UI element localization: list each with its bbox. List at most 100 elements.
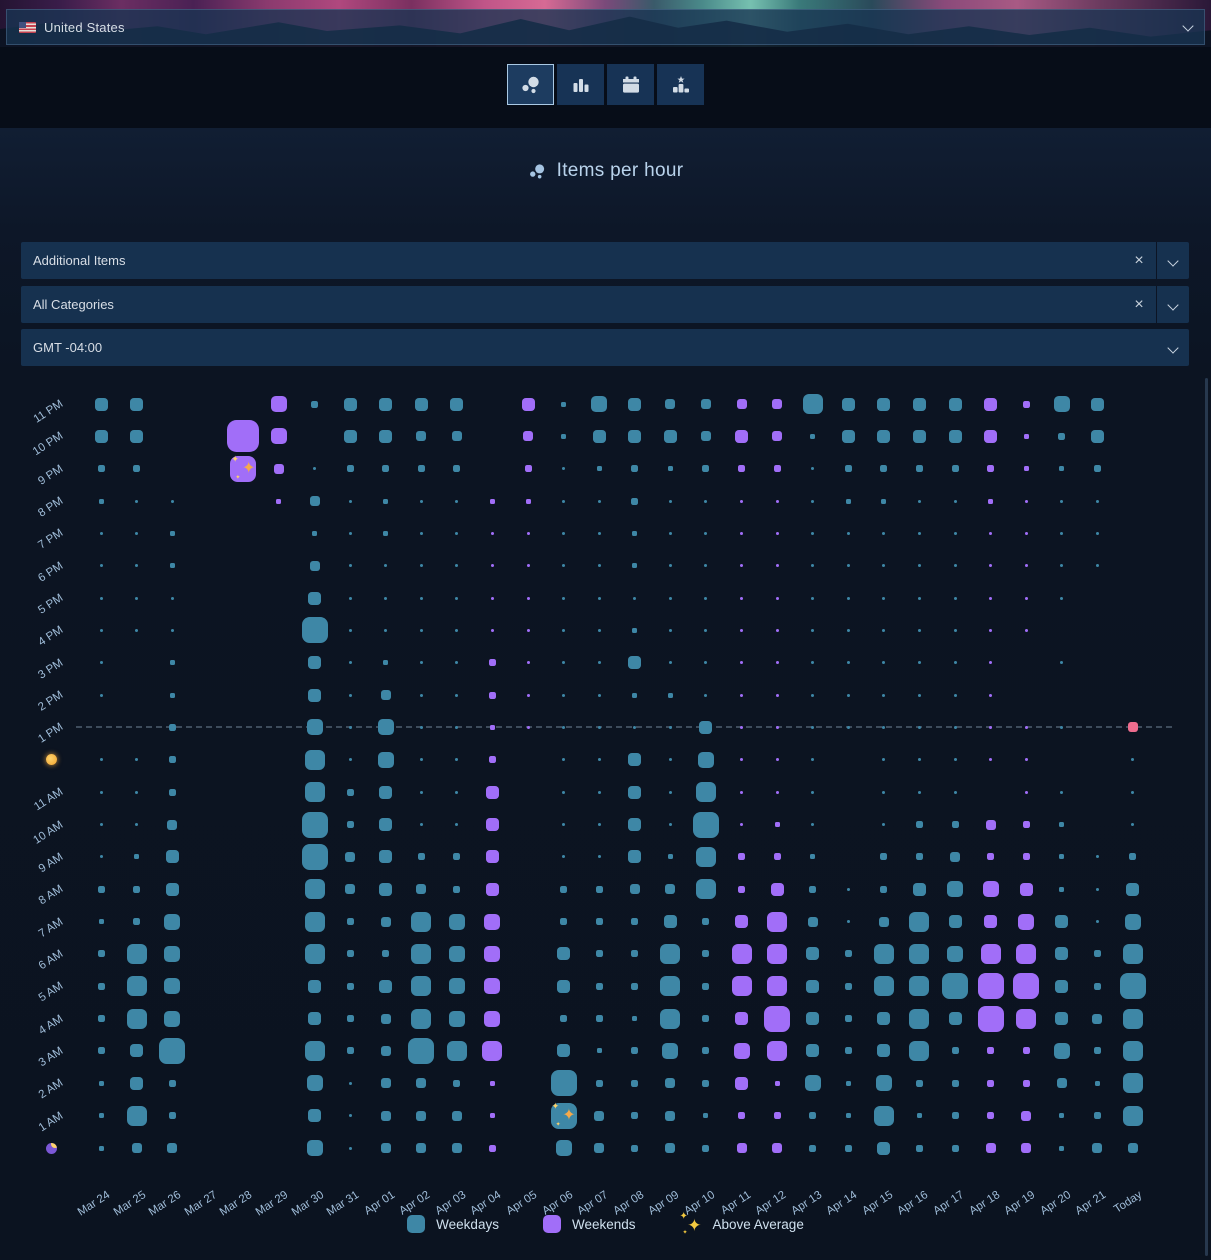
bubble-cell[interactable]	[695, 782, 716, 803]
bubble-cell[interactable]	[909, 1008, 930, 1029]
bubble-cell[interactable]	[411, 911, 432, 932]
bubble-cell[interactable]	[99, 855, 103, 859]
bubble-cell[interactable]	[736, 399, 747, 409]
bubble-cell[interactable]	[668, 823, 672, 827]
bubble-cell[interactable]	[168, 756, 176, 764]
bubble-cell[interactable]	[311, 400, 319, 408]
bubble-cell[interactable]	[912, 397, 926, 411]
chevron-down-icon[interactable]	[1182, 19, 1194, 32]
bubble-cell[interactable]	[917, 596, 921, 600]
bubble-cell[interactable]	[99, 693, 103, 697]
above-average-cell[interactable]: ✦ ✦ ✦	[550, 1101, 577, 1129]
bubble-cell[interactable]	[97, 1047, 105, 1055]
bubble-cell[interactable]	[1090, 397, 1104, 411]
bubble-cell[interactable]	[343, 429, 357, 443]
bubble-cell[interactable]	[419, 693, 423, 697]
bubble-cell[interactable]	[384, 628, 388, 632]
bubble-cell[interactable]	[984, 915, 998, 929]
bubble-cell[interactable]	[775, 693, 779, 697]
bubble-cell[interactable]	[346, 1015, 354, 1023]
bubble-cell[interactable]	[382, 950, 390, 958]
bubble-cell[interactable]	[665, 399, 676, 409]
bubble-cell[interactable]	[99, 758, 103, 762]
bubble-cell[interactable]	[416, 1110, 427, 1121]
bubble-cell[interactable]	[764, 1005, 791, 1032]
bubble-cell[interactable]	[1122, 1073, 1143, 1094]
bubble-cell[interactable]	[417, 465, 425, 473]
bubble-cell[interactable]	[1131, 758, 1135, 762]
bubble-cell[interactable]	[455, 628, 459, 632]
bubble-cell[interactable]	[1055, 979, 1069, 993]
bubble-cell[interactable]	[301, 811, 328, 838]
bubble-cell[interactable]	[489, 1080, 495, 1086]
bubble-cell[interactable]	[1055, 947, 1069, 961]
bubble-cell[interactable]	[917, 564, 921, 568]
bubble-cell[interactable]	[942, 973, 969, 1000]
bubble-cell[interactable]	[951, 465, 959, 473]
bubble-cell[interactable]	[276, 498, 282, 504]
bubble-cell[interactable]	[841, 429, 855, 443]
bubble-cell[interactable]	[917, 790, 921, 794]
bubble-cell[interactable]	[947, 945, 964, 962]
bubble-cell[interactable]	[632, 1016, 638, 1022]
bubble-cell[interactable]	[99, 661, 103, 665]
bubble-cell[interactable]	[767, 943, 788, 964]
bubble-cell[interactable]	[917, 725, 921, 729]
bubble-cell[interactable]	[488, 1144, 496, 1152]
bubble-cell[interactable]	[94, 397, 108, 411]
bubble-cell[interactable]	[989, 531, 993, 535]
bubble-cell[interactable]	[773, 853, 781, 861]
bubble-cell[interactable]	[135, 628, 139, 632]
bubble-cell[interactable]	[485, 785, 499, 799]
bubble-cell[interactable]	[844, 1144, 852, 1152]
bubble-cell[interactable]	[348, 1114, 352, 1118]
bubble-cell[interactable]	[953, 628, 957, 632]
bubble-cell[interactable]	[738, 853, 746, 861]
bubble-cell[interactable]	[667, 466, 673, 472]
bubble-cell[interactable]	[379, 785, 393, 799]
bubble-cell[interactable]	[597, 823, 601, 827]
bubble-cell[interactable]	[135, 531, 139, 535]
bubble-cell[interactable]	[738, 885, 746, 893]
bubble-cell[interactable]	[165, 850, 179, 864]
bubble-cell[interactable]	[168, 788, 176, 796]
bubble-cell[interactable]	[987, 1112, 995, 1120]
bubble-cell[interactable]	[455, 823, 459, 827]
bubble-cell[interactable]	[348, 596, 352, 600]
bubble-cell[interactable]	[348, 1146, 352, 1150]
bubble-cell[interactable]	[951, 821, 959, 829]
bubble-cell[interactable]	[550, 1070, 577, 1097]
bubble-cell[interactable]	[947, 881, 964, 898]
bubble-cell[interactable]	[597, 564, 601, 568]
bubble-cell[interactable]	[346, 950, 354, 958]
bubble-cell[interactable]	[987, 1047, 995, 1055]
bubble-cell[interactable]	[597, 693, 601, 697]
bubble-cell[interactable]	[419, 661, 423, 665]
bubble-cell[interactable]	[455, 596, 459, 600]
bubble-cell[interactable]	[1093, 1047, 1101, 1055]
filter-additional-items[interactable]: Additional Items ×	[21, 242, 1189, 279]
bubble-cell[interactable]	[348, 531, 352, 535]
bubble-cell[interactable]	[633, 725, 637, 729]
bubble-cell[interactable]	[313, 467, 317, 471]
bubble-cell[interactable]	[806, 1044, 820, 1058]
bubble-cell[interactable]	[982, 881, 999, 898]
bubble-cell[interactable]	[455, 499, 459, 503]
bubble-cell[interactable]	[989, 628, 993, 632]
bubble-cell[interactable]	[526, 661, 530, 665]
bubble-cell[interactable]	[628, 850, 642, 864]
bubble-cell[interactable]	[312, 530, 318, 536]
bubble-cell[interactable]	[490, 531, 494, 535]
bubble-cell[interactable]	[882, 790, 886, 794]
bubble-cell[interactable]	[1093, 465, 1101, 473]
bubble-cell[interactable]	[909, 1040, 930, 1061]
bubble-cell[interactable]	[628, 785, 642, 799]
bubble-cell[interactable]	[1016, 1008, 1037, 1029]
bubble-cell[interactable]	[451, 1143, 462, 1153]
bubble-cell[interactable]	[740, 628, 744, 632]
bubble-cell[interactable]	[668, 725, 672, 729]
bubble-cell[interactable]	[948, 915, 962, 929]
bubble-cell[interactable]	[170, 628, 174, 632]
bubble-cell[interactable]	[845, 1080, 851, 1086]
bubble-cell[interactable]	[844, 950, 852, 958]
